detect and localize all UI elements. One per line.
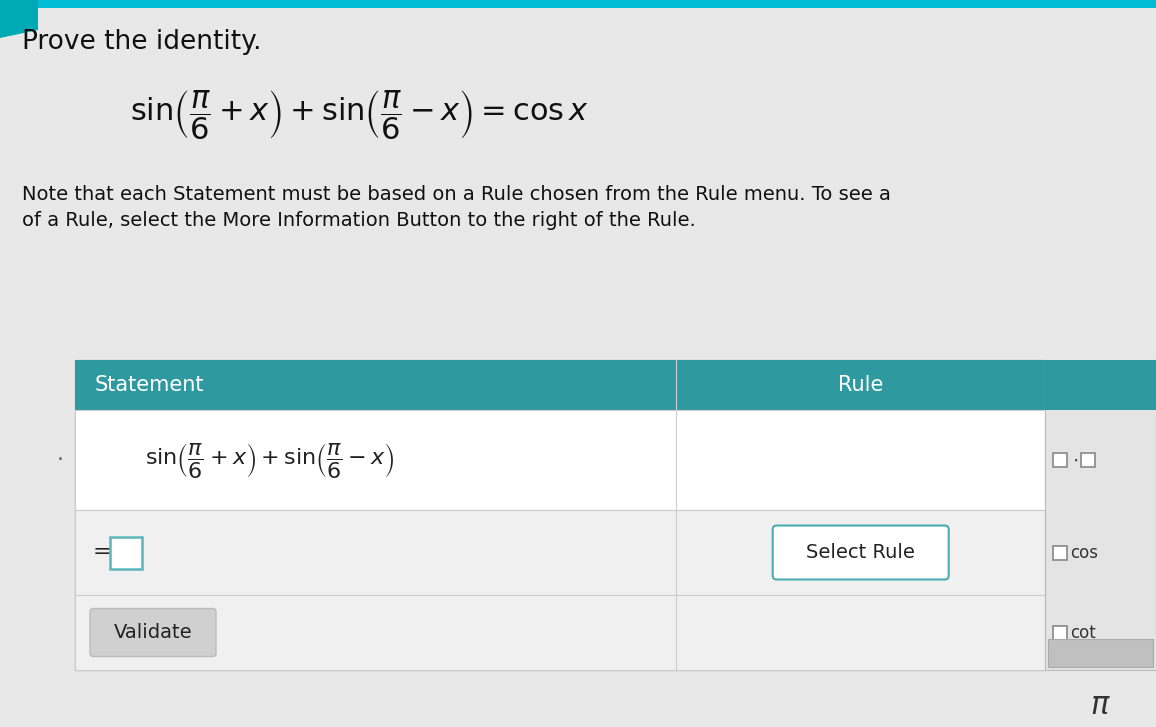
Bar	[1053, 453, 1067, 467]
Polygon shape	[0, 0, 38, 38]
Text: of a Rule, select the More Information Button to the right of the Rule.: of a Rule, select the More Information B…	[22, 211, 696, 230]
Bar	[0, 0, 1156, 8]
Bar	[1081, 453, 1095, 467]
Bar	[1053, 625, 1067, 640]
Bar	[110, 537, 142, 569]
Text: cot: cot	[1070, 624, 1096, 641]
Text: $\sin\!\left(\dfrac{\pi}{6}+x\right)+\sin\!\left(\dfrac{\pi}{6}-x\right)=\cos x$: $\sin\!\left(\dfrac{\pi}{6}+x\right)+\si…	[129, 88, 588, 142]
Text: Prove the identity.: Prove the identity.	[22, 29, 261, 55]
Bar	[75, 360, 1045, 410]
Bar	[1048, 639, 1153, 667]
Bar	[75, 510, 1045, 595]
Bar	[1053, 545, 1067, 560]
FancyBboxPatch shape	[772, 526, 949, 579]
Text: Rule: Rule	[838, 375, 883, 395]
Text: Validate: Validate	[113, 623, 192, 642]
Text: Note that each Statement must be based on a Rule chosen from the Rule menu. To s: Note that each Statement must be based o…	[22, 185, 891, 204]
Text: ·: ·	[57, 450, 64, 470]
Text: =: =	[92, 542, 112, 563]
Bar	[75, 410, 1045, 510]
Bar	[1045, 360, 1156, 670]
Text: Select Rule: Select Rule	[806, 543, 916, 562]
Text: Statement: Statement	[95, 375, 205, 395]
Text: $\pi$: $\pi$	[1090, 691, 1111, 720]
Text: $\cdot$: $\cdot$	[1072, 451, 1079, 470]
Text: $\sin\!\left(\dfrac{\pi}{6}+x\right)+\sin\!\left(\dfrac{\pi}{6}-x\right)$: $\sin\!\left(\dfrac{\pi}{6}+x\right)+\si…	[144, 441, 395, 480]
Bar	[75, 360, 1045, 670]
Text: cos: cos	[1070, 544, 1098, 561]
FancyBboxPatch shape	[90, 608, 216, 656]
Bar	[75, 595, 1045, 670]
Bar	[1045, 360, 1156, 410]
